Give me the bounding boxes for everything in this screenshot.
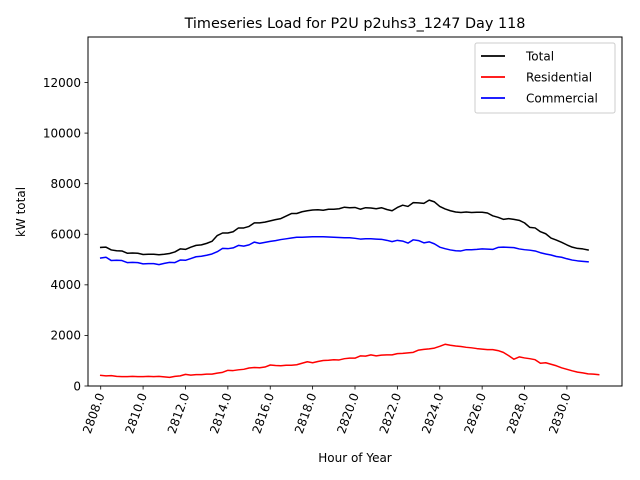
y-axis-label: kW total [14,187,28,237]
legend-frame [474,42,616,114]
series-layer [99,199,600,379]
y-axis-ticks: 0 2000 4000 6000 8000 10000 12000 [43,76,88,393]
legend: Total Residential Commercial [474,42,616,114]
legend-label-residential: Residential [526,71,592,85]
y-tick-label: 0 [73,379,81,393]
y-tick-label: 8000 [50,177,81,191]
legend-label-total: Total [525,50,554,64]
y-tick-label: 4000 [50,278,81,292]
series-line-total [99,199,589,256]
legend-label-commercial: Commercial [526,92,598,106]
plot-area-frame [87,36,623,387]
series-line-commercial [99,236,589,266]
y-tick-label: 12000 [43,76,81,90]
x-axis-label: Hour of Year [318,451,392,465]
series-line-residential [99,343,600,379]
y-tick-label: 2000 [50,329,81,343]
y-tick-label: 6000 [50,228,81,242]
chart-title: Timeseries Load for P2U p2uhs3_1247 Day … [184,16,526,32]
y-tick-label: 10000 [43,126,81,140]
